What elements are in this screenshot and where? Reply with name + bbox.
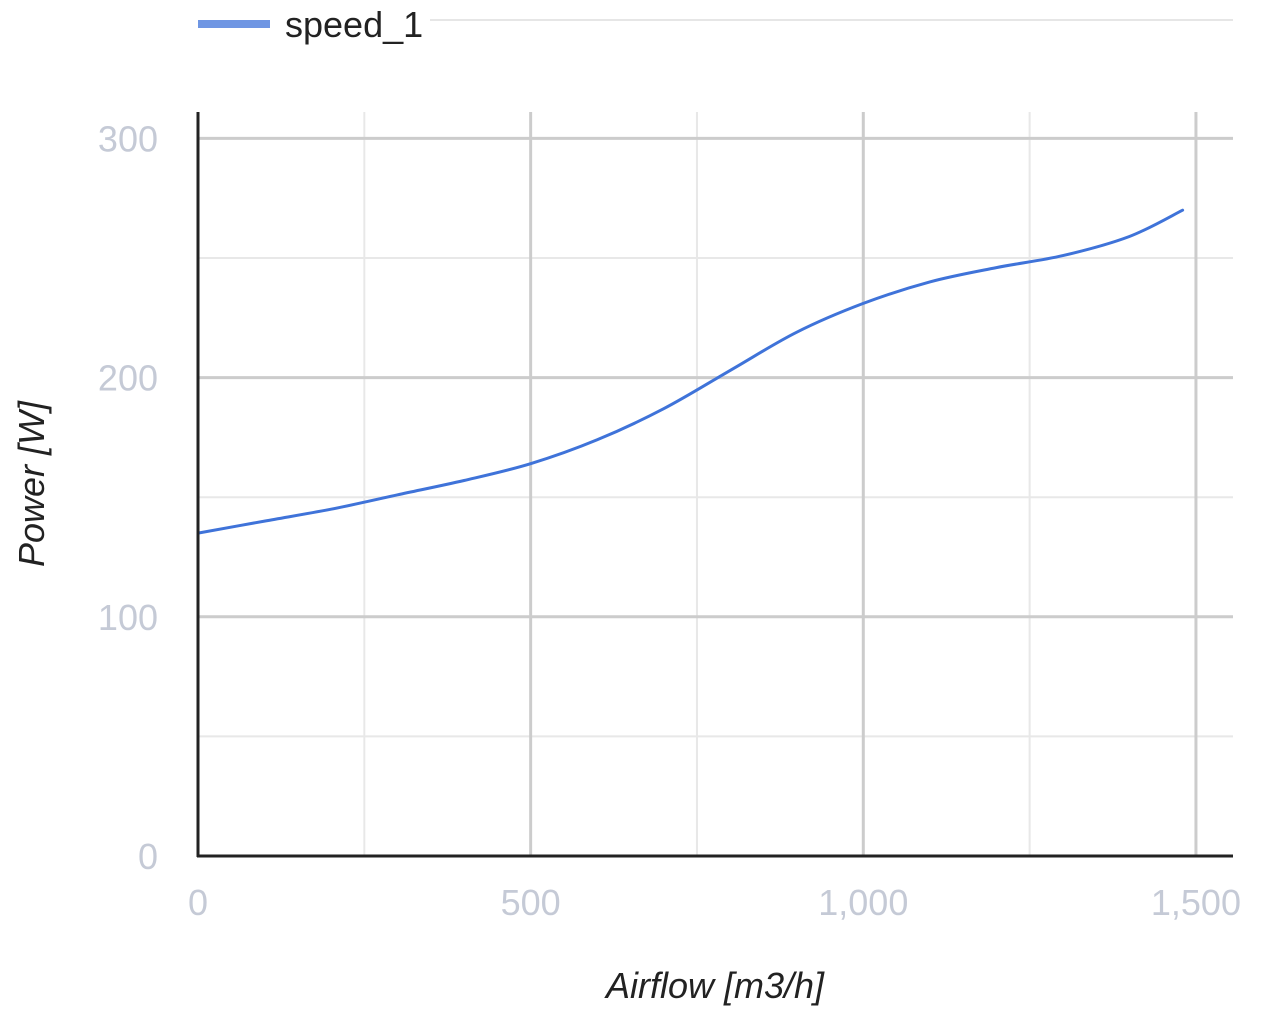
x-axis-title: Airflow [m3/h]: [604, 965, 825, 1006]
y-tick-label: 0: [138, 836, 158, 877]
y-tick-label: 100: [98, 597, 158, 638]
y-tick-label: 200: [98, 358, 158, 399]
x-tick-label: 0: [188, 882, 208, 923]
major-gridlines: [198, 112, 1233, 856]
series-line-speed-1[interactable]: [196, 208, 1185, 535]
legend[interactable]: speed_1: [198, 4, 423, 45]
x-tick-label: 500: [501, 882, 561, 923]
y-tick-label: 300: [98, 118, 158, 159]
legend-label-speed-1: speed_1: [285, 4, 423, 45]
axes: [196, 112, 1233, 858]
x-tick-label: 1,500: [1151, 882, 1241, 923]
y-axis-title: Power [W]: [11, 400, 52, 567]
x-axis-tick-labels: 0 500 1,000 1,500: [188, 882, 1241, 923]
minor-gridlines: [198, 112, 1233, 856]
plot-area: [196, 208, 1185, 535]
y-axis-tick-labels: 0 100 200 300: [98, 118, 158, 877]
x-tick-label: 1,000: [818, 882, 908, 923]
